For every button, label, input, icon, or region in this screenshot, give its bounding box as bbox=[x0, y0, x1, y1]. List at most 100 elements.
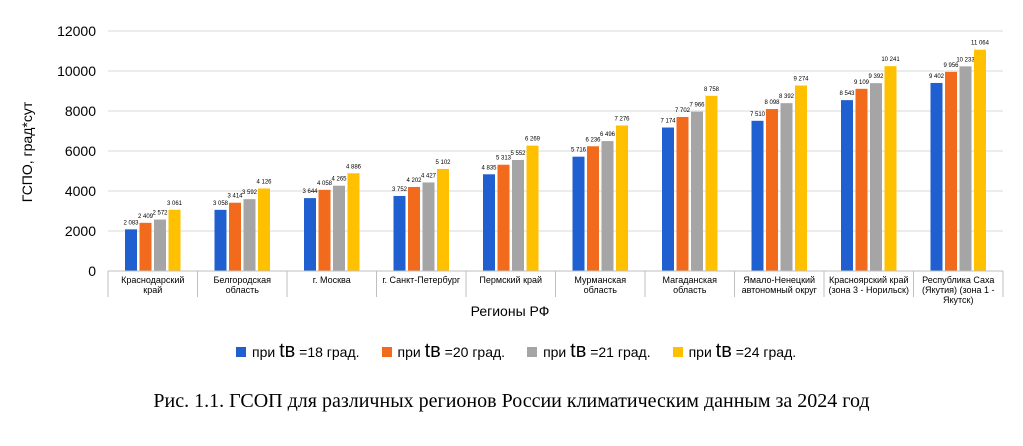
data-label: 4 427 bbox=[421, 173, 437, 179]
bar-3 bbox=[422, 182, 435, 271]
bar-4 bbox=[437, 168, 449, 271]
legend-label: при tв =18 град. bbox=[252, 340, 360, 362]
bar-4 bbox=[884, 66, 897, 272]
legend-item: при tв =24 град. bbox=[672, 340, 797, 363]
bar-1 bbox=[214, 209, 227, 271]
bar-1 bbox=[751, 120, 764, 271]
data-label: 5 552 bbox=[510, 151, 526, 157]
bar-1 bbox=[483, 174, 495, 271]
data-label: 8 543 bbox=[839, 91, 855, 97]
data-label: 2 083 bbox=[123, 220, 139, 226]
data-label: 4 126 bbox=[256, 179, 272, 185]
x-tick-label: (Якутия) (зона 1 - bbox=[922, 285, 995, 295]
bar-2 bbox=[587, 146, 599, 271]
bar-2 bbox=[497, 164, 510, 271]
data-label: 6 236 bbox=[585, 137, 601, 143]
data-label: 5 716 bbox=[571, 148, 587, 154]
data-label: 7 276 bbox=[614, 116, 630, 122]
bar-3 bbox=[870, 83, 882, 271]
legend-label: при tв =21 град. bbox=[543, 340, 651, 362]
data-label: 2 572 bbox=[152, 211, 168, 217]
x-tick-label: Ямало-Ненецкий bbox=[743, 275, 815, 285]
bar-1 bbox=[930, 82, 943, 272]
data-label: 5 102 bbox=[435, 160, 451, 166]
x-tick-label: Магаданская bbox=[663, 275, 718, 285]
y-tick-label: 4000 bbox=[65, 183, 96, 199]
bar-3 bbox=[154, 219, 166, 271]
x-tick-label: область bbox=[584, 285, 618, 295]
x-tick-label: г. Санкт-Петербург bbox=[382, 275, 460, 285]
y-tick-label: 10000 bbox=[57, 63, 96, 79]
data-label: 3 058 bbox=[213, 201, 229, 207]
data-label: 3 592 bbox=[242, 190, 258, 196]
data-label: 10 233 bbox=[956, 57, 975, 63]
y-axis-ticks: 0 2000 4000 6000 8000 10000 12000 bbox=[57, 23, 96, 279]
legend-swatch bbox=[381, 346, 392, 357]
legend-item: при tв =21 град. bbox=[527, 340, 651, 363]
data-label: 3 061 bbox=[167, 201, 183, 207]
data-label: 6 496 bbox=[600, 132, 616, 138]
x-tick-label: область bbox=[673, 285, 707, 295]
data-label: 9 402 bbox=[929, 74, 945, 80]
bar-2 bbox=[945, 71, 957, 271]
bar-4 bbox=[705, 95, 718, 271]
x-tick-label: Краснодарский bbox=[121, 275, 184, 285]
data-label: 9 392 bbox=[868, 74, 884, 80]
data-label: 4 058 bbox=[317, 181, 333, 187]
bar-4 bbox=[168, 209, 181, 271]
bar-3 bbox=[243, 199, 256, 271]
data-label: 2 409 bbox=[138, 214, 154, 220]
y-axis-title: ГСПО, град*сут bbox=[19, 101, 35, 202]
bar-2 bbox=[855, 88, 868, 271]
bar-1 bbox=[841, 100, 853, 271]
data-label: 9 956 bbox=[943, 63, 959, 69]
legend-item: при tв =18 град. bbox=[236, 340, 360, 363]
x-tick-label: автономный округ bbox=[742, 285, 818, 295]
legend-swatch bbox=[236, 346, 246, 357]
bar-1 bbox=[572, 156, 585, 271]
bar-4 bbox=[974, 49, 986, 271]
bar-3 bbox=[691, 111, 703, 272]
data-label: 7 174 bbox=[660, 119, 676, 125]
bar-4 bbox=[616, 125, 628, 271]
bar-2 bbox=[229, 202, 241, 271]
bar-3 bbox=[780, 103, 793, 271]
y-tick-label: 0 bbox=[88, 263, 96, 279]
bar-4 bbox=[347, 173, 360, 271]
bar-1 bbox=[393, 195, 406, 271]
data-label: 9 109 bbox=[854, 80, 870, 86]
figure-caption: Рис. 1.1. ГСОП для различных регионов Ро… bbox=[153, 390, 870, 412]
legend-swatch bbox=[672, 346, 683, 357]
y-tick-label: 12000 bbox=[57, 23, 96, 39]
data-label: 7 966 bbox=[689, 103, 705, 109]
bar-3 bbox=[601, 141, 614, 271]
bar-2 bbox=[408, 186, 420, 271]
bar-2 bbox=[676, 116, 689, 272]
bar-1 bbox=[304, 198, 316, 271]
bar-1 bbox=[662, 127, 674, 272]
bar-3 bbox=[959, 66, 972, 271]
bar-2 bbox=[318, 189, 331, 271]
x-tick-label: Красноярский край bbox=[829, 275, 909, 285]
data-label: 3 752 bbox=[392, 187, 408, 193]
data-label: 7 510 bbox=[750, 112, 766, 118]
legend-label: при tв =24 град. bbox=[688, 340, 797, 362]
data-label: 10 241 bbox=[881, 57, 900, 63]
y-tick-label: 2000 bbox=[65, 223, 96, 239]
chart-legend: при tв =18 град. при tв =20 град. при tв =… bbox=[236, 340, 796, 363]
x-tick-label: край bbox=[143, 285, 162, 295]
gridlines bbox=[108, 30, 1003, 272]
data-label: 6 269 bbox=[525, 137, 541, 143]
legend-label: при tв =20 град. bbox=[397, 340, 506, 362]
y-tick-label: 6000 bbox=[65, 143, 96, 159]
bar-4 bbox=[795, 85, 807, 272]
data-label: 11 064 bbox=[971, 41, 990, 47]
legend-swatch bbox=[527, 346, 538, 357]
legend-item: при tв =20 град. bbox=[381, 340, 506, 363]
data-label: 3 414 bbox=[227, 194, 243, 200]
data-label: 4 202 bbox=[406, 178, 422, 184]
bar-1 bbox=[125, 229, 137, 271]
bar-4 bbox=[258, 188, 270, 271]
